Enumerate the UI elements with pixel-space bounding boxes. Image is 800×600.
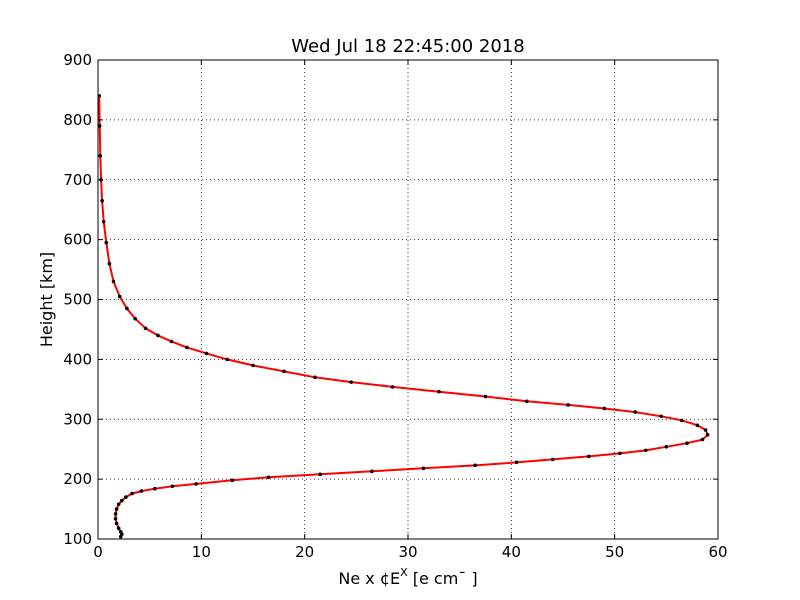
data-point [111, 279, 116, 284]
data-point [659, 414, 663, 419]
data-point [421, 466, 426, 471]
axis-ticks: 0 10 20 30 40 50 60 100 200 300 400 500 600 700 800 900 [63, 51, 727, 561]
data-point [566, 403, 570, 407]
data-point [101, 219, 106, 224]
y-tick-label: 800 [63, 111, 92, 129]
x-axis-label-superscript: X [400, 566, 408, 579]
data-point [390, 385, 395, 389]
data-point [349, 380, 353, 384]
data-point [116, 502, 121, 507]
data-point [483, 394, 488, 399]
x-axis-label-tail: [e cm¯ ] [408, 569, 478, 588]
x-tick-label: 50 [605, 543, 624, 561]
x-tick-label: 30 [398, 543, 417, 561]
data-point [318, 472, 322, 477]
data-point [230, 478, 235, 483]
data-point [114, 507, 119, 511]
y-tick-label: 700 [63, 171, 92, 189]
x-tick-label: 0 [93, 543, 103, 561]
data-point [156, 333, 160, 338]
data-point [107, 261, 112, 266]
y-axis-label: Height [km] [37, 252, 56, 347]
data-point [473, 463, 477, 468]
data-point [587, 454, 591, 459]
data-point [695, 423, 700, 428]
data-point [133, 316, 137, 321]
y-tick-label: 600 [63, 231, 92, 249]
x-tick-label: 60 [708, 543, 727, 561]
y-tick-label: 200 [63, 470, 92, 488]
data-point [266, 475, 271, 480]
y-tick-label: 300 [63, 410, 92, 428]
data-point [125, 306, 129, 311]
data-point [119, 498, 124, 503]
data-point [169, 339, 174, 344]
data-point [117, 294, 122, 299]
data-point [618, 451, 622, 456]
series-line-layer [97, 94, 710, 539]
chart-title: Wed Jul 18 22:45:00 2018 [291, 36, 524, 57]
data-point [114, 521, 119, 526]
data-point [643, 448, 648, 453]
x-axis-label: Ne x ¢EX [e cm¯ ] [338, 566, 477, 588]
data-point [113, 512, 118, 516]
data-point [251, 363, 255, 368]
data-point [98, 154, 103, 158]
data-point [97, 124, 102, 128]
y-tick-label: 900 [63, 51, 92, 69]
data-point [525, 399, 529, 404]
data-point [370, 469, 374, 474]
data-point [116, 526, 121, 531]
data-point [514, 460, 519, 465]
grid-lines [98, 60, 718, 539]
data-point [225, 357, 229, 362]
y-tick-label: 400 [63, 350, 92, 368]
data-point [153, 486, 157, 491]
data-point [170, 484, 175, 489]
x-tick-label: 10 [192, 543, 211, 561]
data-point [124, 495, 128, 499]
data-point [185, 345, 189, 350]
data-point [705, 433, 710, 437]
data-point [100, 198, 104, 203]
series-line [98, 95, 709, 538]
data-point [118, 530, 123, 534]
data-point [633, 410, 638, 414]
data-point [113, 516, 118, 521]
y-tick-label: 500 [63, 291, 92, 309]
data-point [700, 437, 705, 442]
x-axis-label-main: Ne x ¢E [338, 569, 400, 588]
data-point [602, 406, 607, 411]
data-point [104, 240, 109, 245]
x-tick-label: 40 [502, 543, 521, 561]
data-point [437, 389, 441, 394]
data-point [680, 418, 684, 423]
y-tick-label: 100 [63, 530, 92, 548]
data-point [685, 441, 689, 446]
data-point [282, 369, 286, 374]
data-point [550, 457, 555, 462]
data-point [703, 428, 708, 432]
data-point [143, 326, 148, 331]
data-point [130, 491, 134, 496]
data-point [313, 375, 317, 380]
data-point [194, 482, 198, 486]
x-tick-label: 20 [295, 543, 314, 561]
data-point [139, 489, 144, 493]
data-point [664, 444, 669, 449]
data-point [204, 351, 209, 356]
